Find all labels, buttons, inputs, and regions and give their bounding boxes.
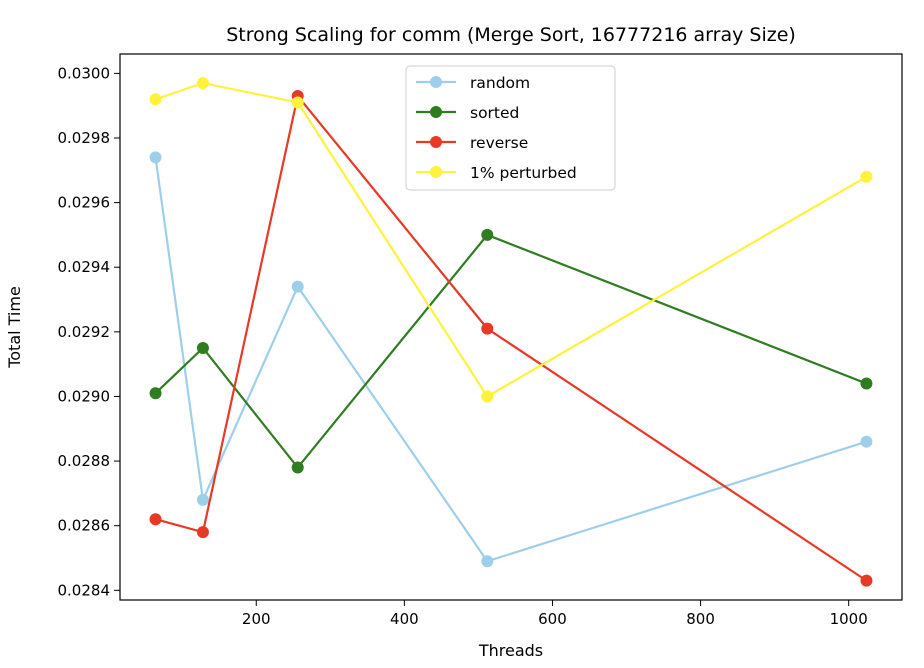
x-axis-label: Threads	[478, 641, 543, 660]
data-point	[481, 228, 494, 241]
data-point	[196, 342, 209, 354]
data-point	[196, 493, 209, 506]
legend-label: random	[470, 74, 530, 92]
x-tick-label: 1000	[830, 610, 868, 628]
x-tick-label: 400	[390, 610, 419, 628]
data-point	[481, 322, 494, 335]
data-point	[291, 96, 304, 109]
y-tick-label: 0.0286	[58, 517, 111, 535]
data-point	[149, 387, 162, 400]
series-line-random	[154, 157, 867, 563]
data-point	[481, 390, 494, 403]
y-tick-label: 0.0300	[58, 64, 111, 82]
y-tick-label: 0.0288	[58, 452, 111, 470]
data-point	[860, 377, 873, 390]
data-point	[481, 555, 494, 568]
y-axis-label: Total Time	[5, 286, 24, 369]
data-point	[291, 280, 304, 293]
y-tick-label: 0.0294	[58, 258, 111, 276]
y-tick-label: 0.0290	[58, 387, 111, 405]
legend-label: 1% perturbed	[470, 164, 577, 182]
data-point	[149, 151, 162, 164]
plot-frame	[119, 53, 903, 601]
plot-area	[119, 53, 903, 601]
x-tick-label: 600	[538, 610, 567, 628]
legend-label: reverse	[470, 134, 528, 152]
legend-marker	[430, 76, 442, 88]
data-point	[860, 435, 873, 448]
y-tick-label: 0.0296	[58, 194, 111, 212]
y-tick-label: 0.0292	[58, 323, 111, 341]
axis-ticks: 200 400 600 800 1000 0.0284 0.0286 0.0288 0.0290…	[58, 64, 868, 628]
chart-title: Strong Scaling for comm (Merge Sort, 167…	[226, 24, 796, 46]
legend-box	[405, 65, 616, 191]
series-line-sorted	[154, 233, 867, 470]
y-tick-label: 0.0284	[58, 581, 111, 599]
data-point	[860, 170, 873, 183]
data-point	[291, 461, 304, 474]
data-point	[860, 574, 873, 587]
legend-marker	[430, 136, 442, 148]
y-tick-label: 0.0298	[58, 129, 111, 147]
x-tick-label: 200	[242, 610, 271, 628]
legend-marker	[430, 106, 442, 118]
legend-marker	[430, 166, 442, 178]
legend: random sorted reverse 1% perturbed	[405, 65, 616, 191]
data-point	[196, 77, 209, 90]
data-point	[196, 526, 209, 539]
legend-label: sorted	[470, 104, 519, 122]
series-lines	[149, 77, 873, 587]
x-tick-label: 800	[686, 610, 715, 628]
data-point	[149, 93, 162, 106]
data-point	[149, 513, 162, 526]
